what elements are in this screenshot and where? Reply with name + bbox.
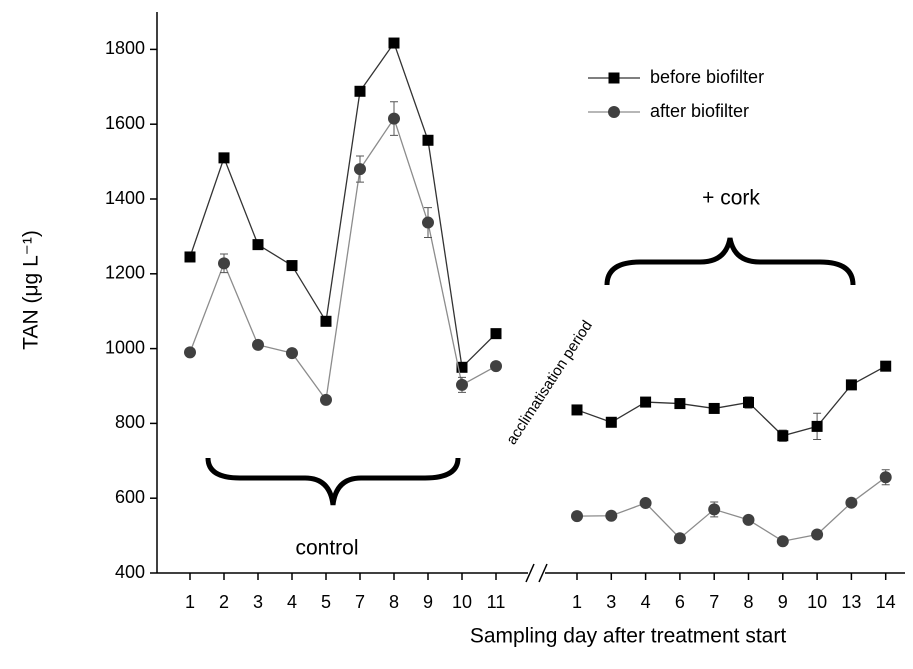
x-tick-label: 10 xyxy=(452,592,472,612)
line xyxy=(576,476,887,542)
y-tick-label: 800 xyxy=(115,412,145,432)
y-tick-label: 1400 xyxy=(105,188,145,208)
y-tick-label: 1800 xyxy=(105,38,145,58)
marker xyxy=(608,72,620,84)
x-tick-label: 2 xyxy=(219,592,229,612)
x-tick-label: 8 xyxy=(389,592,399,612)
marker xyxy=(845,496,858,509)
marker xyxy=(708,402,720,414)
marker xyxy=(571,404,583,416)
marker xyxy=(743,396,754,408)
legend: before biofilter after biofilter xyxy=(588,67,764,121)
marker xyxy=(639,497,652,510)
marker xyxy=(777,430,789,442)
x-tick-label: 14 xyxy=(876,592,896,612)
marker xyxy=(184,251,196,263)
marker xyxy=(708,503,721,516)
brace xyxy=(604,237,856,286)
y-tick-label: 600 xyxy=(115,487,145,507)
annotation: control xyxy=(295,537,358,560)
annotation: + cork xyxy=(702,187,760,210)
y-tick-label: 400 xyxy=(115,562,145,582)
marker xyxy=(490,360,502,373)
y-tick-label: 1200 xyxy=(105,263,145,283)
marker xyxy=(286,347,298,360)
marker xyxy=(811,528,824,541)
marker xyxy=(571,510,583,523)
marker xyxy=(422,216,434,229)
x-tick-label: 13 xyxy=(841,592,861,612)
x-tick-label: 1 xyxy=(185,592,195,612)
marker xyxy=(354,85,366,97)
marker xyxy=(605,509,618,522)
marker xyxy=(608,106,620,118)
marker xyxy=(456,361,468,373)
marker xyxy=(354,163,366,176)
y-axis-label: TAN (μg L⁻¹) xyxy=(20,230,43,350)
legend-label: before biofilter xyxy=(650,67,764,87)
x-tick-label: 7 xyxy=(355,592,365,612)
marker xyxy=(218,257,230,270)
x-axis-label: Sampling day after treatment start xyxy=(470,625,786,648)
marker xyxy=(388,112,400,125)
marker xyxy=(811,420,823,432)
x-tick-label: 8 xyxy=(743,592,753,612)
marker xyxy=(320,315,332,327)
marker xyxy=(388,37,400,49)
marker xyxy=(880,360,892,372)
marker xyxy=(252,239,264,251)
marker xyxy=(456,378,468,391)
marker xyxy=(776,535,789,548)
line xyxy=(576,365,887,437)
marker xyxy=(184,346,196,359)
axes xyxy=(156,12,905,583)
marker xyxy=(252,338,264,351)
x-tick-label: 9 xyxy=(778,592,788,612)
marker xyxy=(845,379,857,391)
x-tick-label: 10 xyxy=(807,592,827,612)
x-tick-label: 11 xyxy=(487,592,506,612)
x-tick-label: 1 xyxy=(572,592,582,612)
marker xyxy=(286,260,298,272)
marker xyxy=(218,152,230,164)
x-tick-label: 4 xyxy=(287,592,297,612)
x-tick-label: 6 xyxy=(675,592,685,612)
x-tick-label: 4 xyxy=(641,592,651,612)
marker xyxy=(879,471,892,484)
marker xyxy=(422,134,434,146)
line xyxy=(189,117,497,402)
marker xyxy=(320,393,332,406)
marker xyxy=(674,398,686,410)
marker xyxy=(605,416,617,428)
x-tick-label: 7 xyxy=(709,592,719,612)
x-tick-label: 5 xyxy=(321,592,331,612)
y-tick-label: 1000 xyxy=(105,337,145,357)
marker xyxy=(742,513,755,526)
legend-label: after biofilter xyxy=(650,101,749,121)
marker xyxy=(673,532,686,545)
marker xyxy=(490,328,502,340)
x-tick-label: 3 xyxy=(606,592,616,612)
marker xyxy=(640,396,652,408)
line xyxy=(189,41,497,369)
annotation: acclimatisation period xyxy=(503,318,596,448)
x-tick-label: 3 xyxy=(253,592,263,612)
x-tick-label: 9 xyxy=(423,592,433,612)
y-tick-label: 1600 xyxy=(105,113,145,133)
brace xyxy=(205,457,461,506)
